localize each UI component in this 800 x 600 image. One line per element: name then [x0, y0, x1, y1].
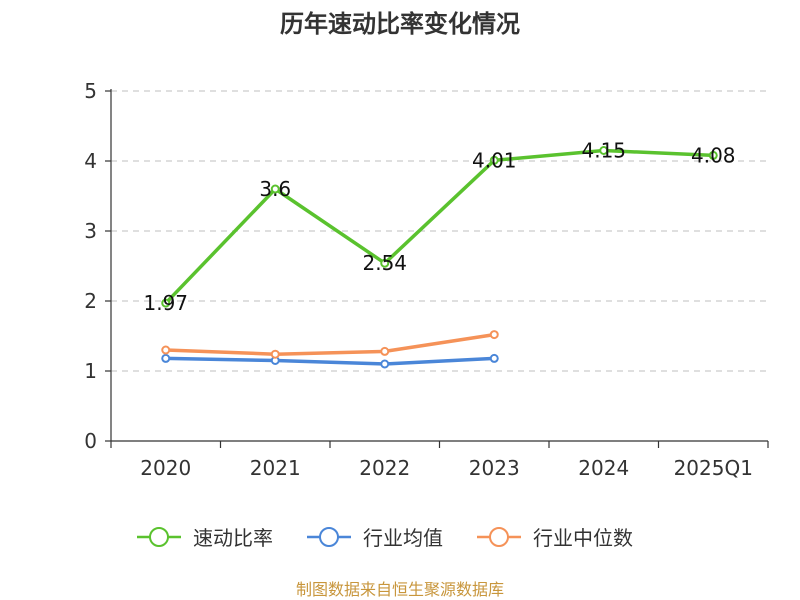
- legend-item: 行业均值: [307, 526, 443, 550]
- x-tick-label: 2021: [250, 456, 301, 480]
- legend-marker: [149, 527, 169, 547]
- y-tick-label: 5: [84, 79, 97, 103]
- data-label: 4.08: [691, 143, 736, 167]
- y-tick-label: 1: [84, 359, 97, 383]
- legend-label: 速动比率: [193, 526, 273, 550]
- data-labels: 1.97 3.6 2.54 4.01 4.15 4.08: [143, 139, 735, 316]
- data-point: [380, 346, 390, 356]
- x-tick-label: 2025Q1: [674, 456, 753, 480]
- axes: 0 1 2 3 4 5 2020 2021 2022 2023 2024 2025Q1: [84, 79, 769, 480]
- source-note: 制图数据来自恒生聚源数据库: [296, 580, 504, 599]
- data-point: [708, 150, 718, 160]
- series-line: [164, 148, 716, 305]
- y-tick-label: 3: [84, 219, 97, 243]
- x-tick-label: 2023: [469, 456, 520, 480]
- data-point: [380, 258, 390, 268]
- data-point: [161, 298, 171, 308]
- series-1: [161, 146, 718, 308]
- y-tick-label: 0: [84, 429, 97, 453]
- series-layer: [161, 146, 718, 369]
- data-point: [599, 146, 609, 155]
- grid: [111, 90, 768, 372]
- data-point: [380, 359, 390, 369]
- legend: 速动比率 行业均值 行业中位数: [137, 526, 633, 550]
- legend-item: 速动比率: [137, 526, 273, 550]
- series-line: [164, 332, 497, 356]
- chart-title: 历年速动比率变化情况: [280, 10, 520, 38]
- y-tick-label: 4: [84, 149, 97, 173]
- data-label: 3.6: [259, 177, 291, 201]
- legend-label: 行业中位数: [533, 526, 633, 550]
- data-label: 1.97: [143, 291, 188, 315]
- data-point: [489, 353, 499, 363]
- legend-label: 行业均值: [363, 526, 443, 550]
- legend-marker: [319, 527, 339, 547]
- x-tick-label: 2020: [140, 456, 191, 480]
- series-2: [161, 353, 499, 369]
- data-label: 2.54: [362, 251, 407, 275]
- x-tick-label: 2024: [578, 456, 629, 480]
- data-label: 4.15: [581, 139, 626, 163]
- y-tick-label: 2: [84, 289, 97, 313]
- legend-marker: [489, 527, 509, 547]
- data-label: 4.01: [472, 148, 517, 172]
- series-3: [161, 330, 499, 359]
- data-point: [161, 345, 171, 355]
- data-point: [489, 330, 499, 340]
- series-line: [164, 356, 497, 366]
- x-tick-label: 2022: [359, 456, 410, 480]
- data-point: [270, 349, 280, 359]
- legend-item: 行业中位数: [477, 526, 633, 550]
- data-point: [161, 353, 171, 363]
- data-point: [270, 184, 280, 194]
- data-point: [489, 155, 499, 165]
